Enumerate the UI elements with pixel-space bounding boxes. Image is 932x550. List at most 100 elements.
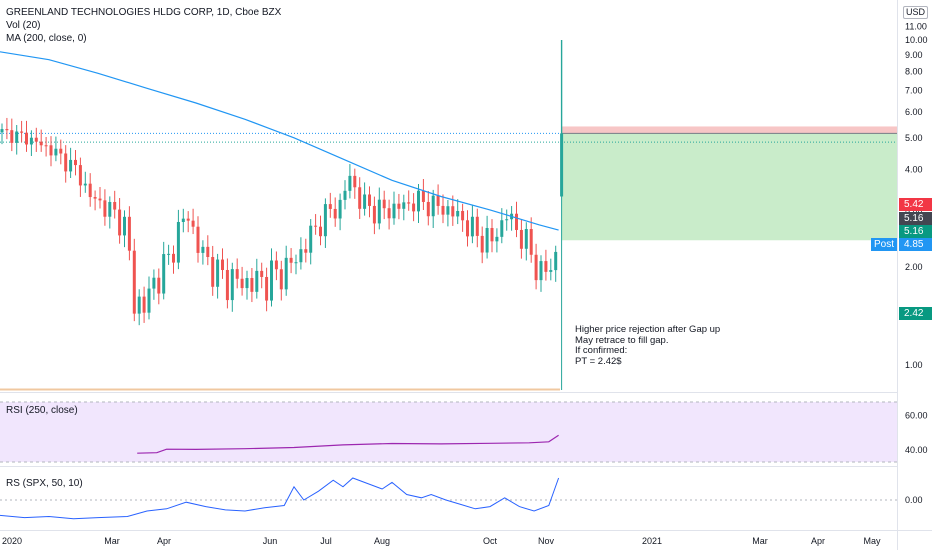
candle-body bbox=[466, 220, 469, 237]
candle-body bbox=[505, 219, 509, 221]
price-tick-label: 7.00 bbox=[905, 85, 923, 95]
candle-body bbox=[25, 132, 28, 145]
candle-body bbox=[309, 225, 313, 253]
candle-body bbox=[314, 225, 318, 227]
candle-body bbox=[127, 216, 131, 251]
note-line: PT = 2.42$ bbox=[575, 355, 622, 367]
currency-badge[interactable]: USD bbox=[902, 6, 928, 19]
time-tick-label: Jul bbox=[320, 536, 332, 546]
candle-body bbox=[152, 277, 156, 289]
time-tick-label: Mar bbox=[104, 536, 120, 546]
candle-body bbox=[289, 257, 293, 263]
entry-price-tag: 5.16 bbox=[899, 212, 932, 225]
candle-body bbox=[446, 206, 450, 215]
candle-body bbox=[157, 277, 161, 294]
candle-body bbox=[382, 199, 386, 209]
candle-body bbox=[284, 257, 288, 290]
rsi-line bbox=[137, 434, 559, 454]
time-tick-label: Apr bbox=[811, 536, 825, 546]
candle-body bbox=[69, 159, 73, 172]
time-tick-label: May bbox=[863, 536, 881, 546]
candle-body bbox=[167, 253, 171, 255]
candles bbox=[0, 40, 564, 390]
post-market-price-tag: 4.85 bbox=[899, 238, 932, 251]
candle-body bbox=[250, 278, 254, 292]
candle-body bbox=[319, 226, 322, 237]
candle-body bbox=[323, 204, 327, 237]
candle-body bbox=[64, 153, 68, 172]
price-tick-label: 11.00 bbox=[905, 22, 927, 32]
candle-body bbox=[29, 137, 33, 145]
candle-body bbox=[519, 229, 523, 249]
candle-body bbox=[299, 249, 303, 263]
candle-body bbox=[270, 260, 273, 301]
candle-body bbox=[230, 269, 234, 301]
rsi-band bbox=[0, 402, 897, 462]
candle-body bbox=[186, 218, 190, 221]
candle-body bbox=[294, 262, 298, 264]
candle-body bbox=[265, 276, 269, 301]
candle-body bbox=[83, 183, 87, 186]
price-tick-label: 2.00 bbox=[905, 262, 923, 272]
rs-label: RS (SPX, 50, 10) bbox=[6, 478, 83, 489]
candle-body bbox=[78, 165, 82, 186]
candle-body bbox=[196, 226, 200, 253]
candle-body bbox=[123, 216, 126, 236]
candle-body bbox=[211, 257, 215, 287]
candle-body bbox=[279, 269, 283, 290]
candle-body bbox=[485, 227, 489, 253]
candle-body bbox=[191, 220, 195, 227]
rs-tick-label: 0.00 bbox=[905, 495, 923, 505]
candle-body bbox=[206, 246, 210, 258]
candle-body bbox=[539, 261, 543, 281]
candle-body bbox=[34, 137, 38, 142]
candle-body bbox=[343, 190, 347, 200]
candle-body bbox=[515, 213, 518, 230]
candle-body bbox=[98, 198, 102, 201]
candle-body bbox=[397, 203, 401, 209]
candle-body bbox=[363, 194, 367, 209]
candle-body bbox=[353, 175, 357, 188]
time-tick-label: 2020 bbox=[2, 536, 22, 546]
candle-body bbox=[490, 227, 494, 242]
candle-body bbox=[495, 236, 499, 242]
candle-body bbox=[358, 187, 362, 209]
candle-body bbox=[392, 203, 396, 219]
price-tick-label: 6.00 bbox=[905, 107, 923, 117]
candle-body bbox=[5, 129, 9, 131]
time-tick-label: Apr bbox=[157, 536, 171, 546]
candle-body bbox=[39, 141, 43, 146]
chart-title: GREENLAND TECHNOLOGIES HLDG CORP, 1D, Cb… bbox=[6, 7, 282, 18]
candle-body bbox=[225, 270, 229, 301]
candle-body bbox=[534, 254, 538, 281]
rs-line bbox=[0, 477, 560, 520]
candle-body bbox=[176, 221, 180, 263]
candle-body bbox=[137, 296, 141, 314]
candle-body bbox=[451, 206, 455, 217]
target-price-tag: 2.42 bbox=[899, 307, 932, 320]
candle-body bbox=[348, 175, 352, 191]
candle-body bbox=[20, 131, 24, 133]
candle-body bbox=[113, 201, 117, 210]
candle-body bbox=[54, 148, 58, 156]
candle-body bbox=[417, 190, 420, 212]
candle-body bbox=[377, 199, 381, 224]
candle-body bbox=[59, 148, 63, 154]
candle-body bbox=[549, 270, 553, 272]
candle-body bbox=[431, 195, 435, 217]
stop-zone bbox=[562, 126, 897, 134]
candle-body bbox=[368, 194, 371, 206]
candle-body bbox=[372, 205, 376, 224]
time-tick-label: Nov bbox=[538, 536, 555, 546]
candle-body bbox=[221, 259, 224, 271]
price-tick-label: 1.00 bbox=[905, 360, 923, 370]
time-axis: 2020 Mar Apr Jun Jul Aug Oct Nov 2021 Mar Apr May bbox=[2, 536, 881, 546]
ma-line bbox=[0, 51, 559, 231]
candle-body bbox=[216, 259, 220, 287]
candle-body bbox=[441, 205, 445, 215]
spike-candle-body bbox=[560, 133, 564, 197]
time-tick-label: 2021 bbox=[642, 536, 662, 546]
price-tick-label: 8.00 bbox=[905, 66, 923, 76]
